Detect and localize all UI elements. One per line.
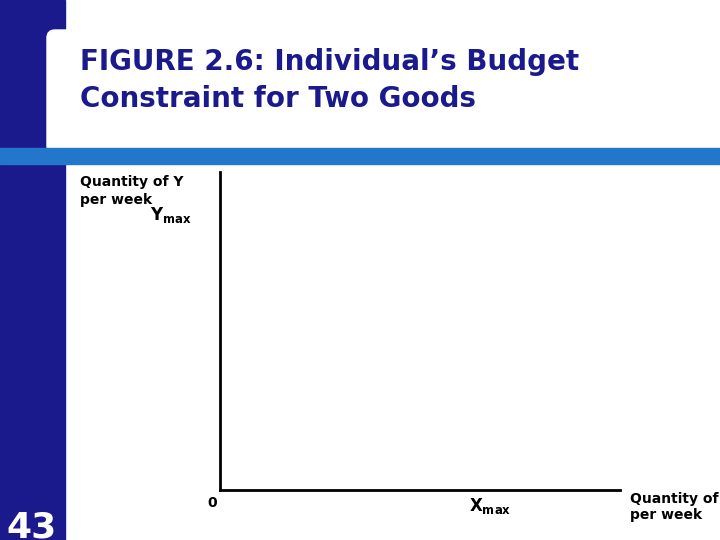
Text: $\mathbf{X_{max}}$: $\mathbf{X_{max}}$ <box>469 496 511 516</box>
Text: per week: per week <box>630 508 702 522</box>
Text: per week: per week <box>80 193 152 207</box>
FancyBboxPatch shape <box>47 30 720 154</box>
Text: 43: 43 <box>7 510 57 540</box>
Text: $\mathbf{Y_{max}}$: $\mathbf{Y_{max}}$ <box>150 205 192 225</box>
Bar <box>0 0 65 540</box>
Text: 0: 0 <box>207 496 217 510</box>
Bar <box>0 148 720 164</box>
Text: FIGURE 2.6: Individual’s Budget: FIGURE 2.6: Individual’s Budget <box>80 48 579 76</box>
Text: Constraint for Two Goods: Constraint for Two Goods <box>80 85 476 113</box>
Text: Quantity of X: Quantity of X <box>630 492 720 506</box>
Text: Quantity of Y: Quantity of Y <box>80 175 184 189</box>
